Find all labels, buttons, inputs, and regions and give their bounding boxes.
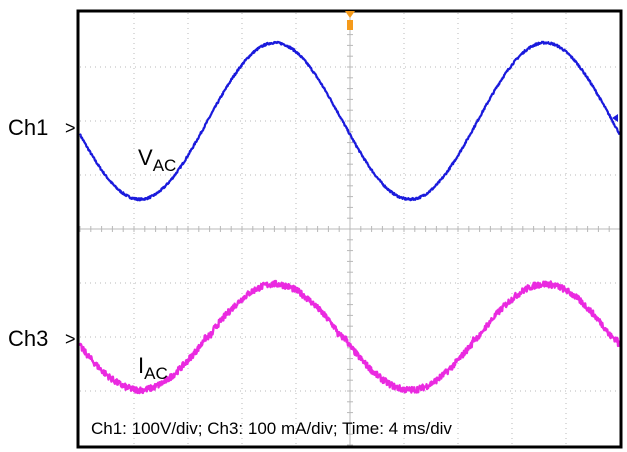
ch1-ref-marker-right-icon: [612, 114, 618, 122]
vac-label-sub: AC: [153, 156, 177, 175]
graticule: [79, 12, 621, 446]
iac-label: IAC: [138, 353, 168, 383]
trace-iac: [78, 279, 622, 395]
vac-label-main: V: [138, 145, 153, 170]
trigger-arrow: [345, 11, 355, 18]
iac-label-sub: AC: [144, 364, 168, 383]
trigger-flag: [347, 20, 353, 30]
traces: [78, 40, 622, 395]
ch1-marker: >: [65, 118, 76, 138]
trigger-marker-icon: [345, 11, 355, 30]
vac-label: VAC: [138, 145, 176, 175]
ch3-label: Ch3: [8, 326, 48, 351]
trace-vac: [78, 40, 621, 202]
ch3-marker: >: [65, 329, 76, 349]
ch1-label: Ch1: [8, 115, 48, 140]
iac-label-main: I: [138, 353, 144, 378]
scale-annotation: Ch1: 100V/div; Ch3: 100 mA/div; Time: 4 …: [91, 419, 452, 438]
